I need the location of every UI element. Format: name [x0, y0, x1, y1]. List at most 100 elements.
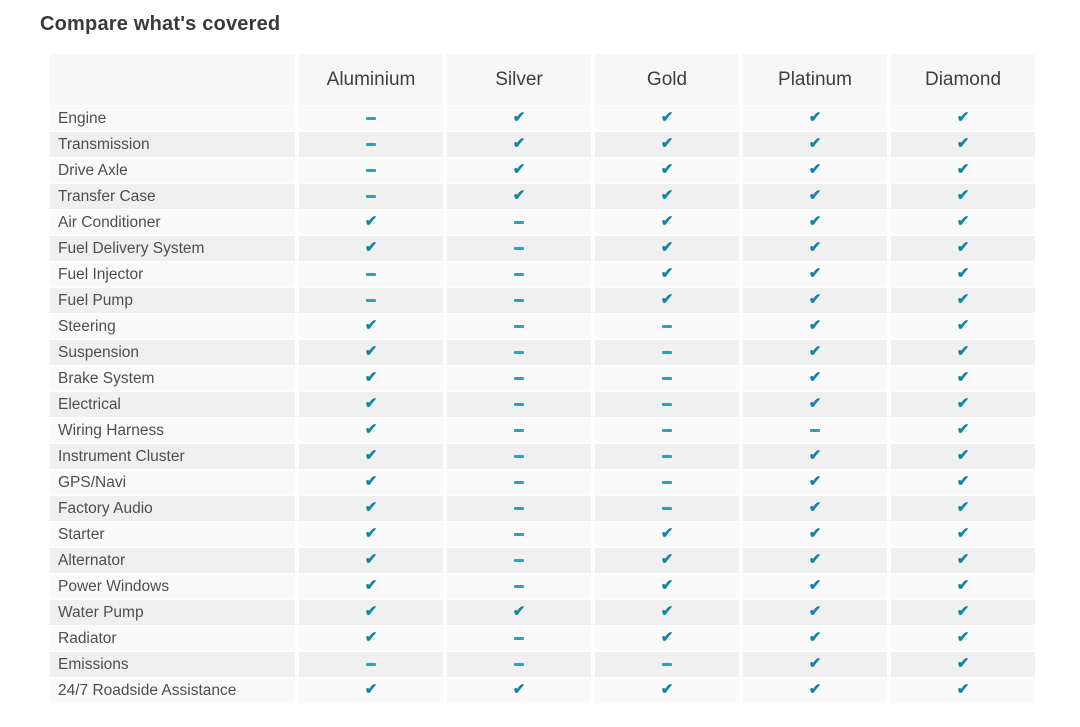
coverage-cell: ✔	[299, 444, 443, 469]
row-label-brake-system: Brake System	[50, 366, 295, 391]
check-icon: ✔	[808, 161, 822, 178]
check-icon: ✔	[660, 213, 674, 230]
check-icon: ✔	[808, 135, 822, 152]
dash-icon	[662, 429, 672, 432]
check-icon: ✔	[512, 603, 526, 620]
coverage-cell	[299, 132, 443, 157]
coverage-cell	[595, 470, 739, 495]
coverage-cell: ✔	[743, 652, 887, 677]
coverage-cell: ✔	[743, 340, 887, 365]
check-icon: ✔	[660, 187, 674, 204]
row-label-radiator: Radiator	[50, 626, 295, 651]
coverage-cell: ✔	[743, 236, 887, 261]
check-icon: ✔	[808, 473, 822, 490]
check-icon: ✔	[956, 447, 970, 464]
check-icon: ✔	[808, 369, 822, 386]
dash-icon	[514, 533, 524, 536]
check-icon: ✔	[808, 317, 822, 334]
row-label-alternator: Alternator	[50, 548, 295, 573]
check-icon: ✔	[956, 525, 970, 542]
check-icon: ✔	[956, 187, 970, 204]
dash-icon	[662, 377, 672, 380]
coverage-cell: ✔	[743, 184, 887, 209]
coverage-cell: ✔	[447, 132, 591, 157]
coverage-cell: ✔	[595, 132, 739, 157]
coverage-cell: ✔	[891, 574, 1035, 599]
check-icon: ✔	[364, 369, 378, 386]
check-icon: ✔	[956, 291, 970, 308]
coverage-cell: ✔	[743, 522, 887, 547]
dash-icon	[514, 663, 524, 666]
coverage-cell: ✔	[891, 132, 1035, 157]
check-icon: ✔	[364, 681, 378, 698]
check-icon: ✔	[808, 395, 822, 412]
check-icon: ✔	[808, 577, 822, 594]
coverage-cell: ✔	[891, 236, 1035, 261]
coverage-cell: ✔	[743, 366, 887, 391]
check-icon: ✔	[364, 395, 378, 412]
check-icon: ✔	[364, 447, 378, 464]
row-label-fuel-injector: Fuel Injector	[50, 262, 295, 287]
check-icon: ✔	[364, 525, 378, 542]
coverage-cell	[595, 496, 739, 521]
check-icon: ✔	[512, 161, 526, 178]
plan-header-gold: Gold	[595, 54, 739, 105]
coverage-cell	[447, 548, 591, 573]
coverage-cell	[447, 236, 591, 261]
check-icon: ✔	[956, 317, 970, 334]
coverage-cell: ✔	[743, 678, 887, 703]
coverage-cell: ✔	[299, 366, 443, 391]
check-icon: ✔	[660, 109, 674, 126]
check-icon: ✔	[956, 551, 970, 568]
coverage-cell: ✔	[299, 236, 443, 261]
coverage-cell: ✔	[595, 574, 739, 599]
coverage-cell	[299, 652, 443, 677]
coverage-cell	[595, 366, 739, 391]
row-label-suspension: Suspension	[50, 340, 295, 365]
row-label-drive-axle: Drive Axle	[50, 158, 295, 183]
coverage-cell: ✔	[299, 626, 443, 651]
coverage-cell: ✔	[891, 106, 1035, 131]
check-icon: ✔	[808, 447, 822, 464]
coverage-cell	[447, 626, 591, 651]
dash-icon	[366, 663, 376, 666]
coverage-cell: ✔	[891, 340, 1035, 365]
check-icon: ✔	[808, 109, 822, 126]
row-label-factory-audio: Factory Audio	[50, 496, 295, 521]
check-icon: ✔	[956, 265, 970, 282]
check-icon: ✔	[512, 681, 526, 698]
check-icon: ✔	[808, 343, 822, 360]
check-icon: ✔	[364, 499, 378, 516]
coverage-cell: ✔	[447, 158, 591, 183]
row-label-fuel-delivery-system: Fuel Delivery System	[50, 236, 295, 261]
coverage-cell: ✔	[891, 392, 1035, 417]
coverage-cell: ✔	[299, 600, 443, 625]
coverage-cell: ✔	[595, 106, 739, 131]
coverage-cell	[299, 288, 443, 313]
check-icon: ✔	[660, 681, 674, 698]
check-icon: ✔	[808, 213, 822, 230]
dash-icon	[514, 299, 524, 302]
coverage-cell: ✔	[595, 626, 739, 651]
check-icon: ✔	[364, 421, 378, 438]
dash-icon	[366, 273, 376, 276]
dash-icon	[810, 429, 820, 432]
coverage-cell: ✔	[891, 366, 1035, 391]
check-icon: ✔	[956, 499, 970, 516]
check-icon: ✔	[660, 291, 674, 308]
coverage-cell: ✔	[595, 678, 739, 703]
coverage-cell	[447, 340, 591, 365]
coverage-cell: ✔	[891, 444, 1035, 469]
check-icon: ✔	[660, 161, 674, 178]
coverage-cell	[447, 314, 591, 339]
row-label-starter: Starter	[50, 522, 295, 547]
coverage-cell: ✔	[743, 158, 887, 183]
check-icon: ✔	[808, 551, 822, 568]
check-icon: ✔	[660, 265, 674, 282]
coverage-cell	[595, 444, 739, 469]
coverage-cell: ✔	[891, 600, 1035, 625]
check-icon: ✔	[660, 603, 674, 620]
row-label-fuel-pump: Fuel Pump	[50, 288, 295, 313]
row-label-24-7-roadside-assistance: 24/7 Roadside Assistance	[50, 678, 295, 703]
dash-icon	[514, 351, 524, 354]
